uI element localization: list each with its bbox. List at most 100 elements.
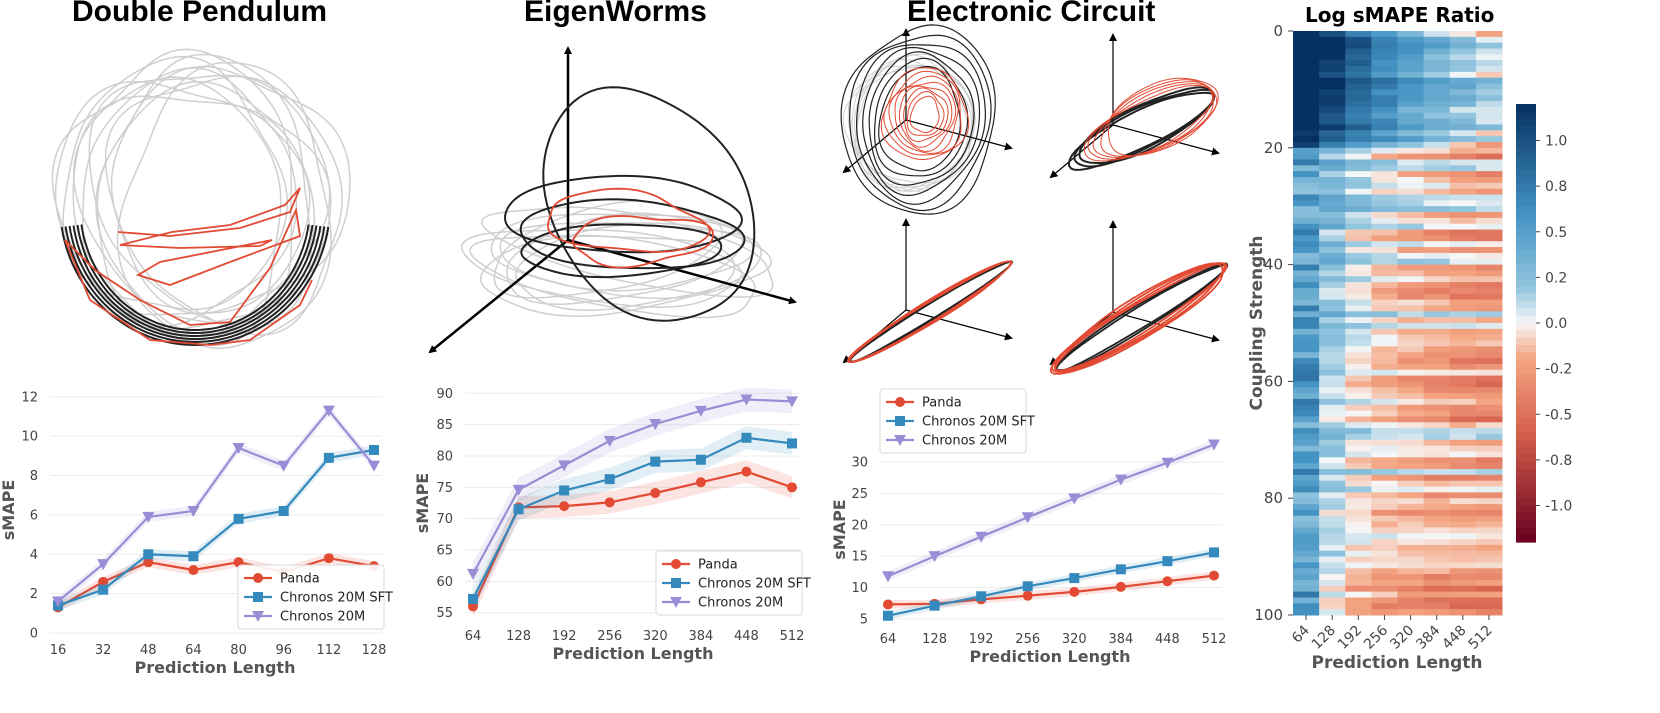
heatmap-cell (1345, 42, 1372, 50)
heatmap-cell (1293, 36, 1320, 44)
eigenworms-legend-label-2: Chronos 20M (698, 596, 783, 611)
colorbar-segment (1516, 162, 1536, 171)
colorbar-segment (1516, 534, 1536, 543)
heatmap-cell (1449, 136, 1477, 143)
heatmap-cell (1345, 591, 1372, 598)
heatmap-cell (1423, 544, 1451, 552)
heatmap-cell (1319, 83, 1346, 90)
heatmap-cell (1319, 270, 1346, 277)
circuit-y-tick-label: 15 (851, 550, 868, 565)
heatmap-cell (1423, 194, 1451, 201)
heatmap-cell (1371, 433, 1398, 441)
heatmap-cell (1319, 159, 1346, 166)
eigenworms-legend-marker-1 (671, 578, 681, 588)
pendulum-point-2 (52, 596, 64, 608)
heatmap-cell (1475, 130, 1503, 137)
eigenworms-legend-label-1: Chronos 20M SFT (698, 577, 811, 592)
pendulum-x-tick-label: 32 (95, 643, 112, 658)
heatmap-cell (1293, 433, 1320, 441)
circuit-y-axis-label: sMAPE (830, 499, 849, 559)
heatmap-x-tick-label: 384 (1413, 622, 1443, 652)
heatmap-cell (1293, 544, 1320, 552)
colorbar-segment (1516, 220, 1536, 229)
heatmap-cell (1423, 264, 1451, 271)
heatmap-cell (1397, 89, 1425, 96)
heatmap-cell (1293, 258, 1320, 266)
heatmap-cell (1423, 305, 1451, 312)
circuit-c-loop (848, 260, 1013, 363)
heatmap-cell (1345, 439, 1372, 447)
heatmap-cell (1475, 521, 1503, 528)
heatmap-cell (1371, 200, 1398, 207)
heatmap-cell (1475, 317, 1503, 324)
heatmap-cell (1371, 375, 1398, 382)
heatmap-cell (1293, 83, 1320, 90)
heatmap-cell (1449, 556, 1477, 563)
colorbar-segment (1516, 315, 1536, 324)
heatmap-cell (1423, 433, 1451, 441)
heatmap-cell (1345, 229, 1372, 236)
heatmap-cell (1475, 539, 1503, 546)
eigenworms-line-chart: 55 60 65 70 75 80 85 90 64 128 192 256 320 384 448 512 P… (413, 387, 811, 663)
eigenworms-band-1 (473, 426, 792, 611)
heatmap-cell (1475, 31, 1503, 38)
eigenworms-y-tick-label: 65 (436, 544, 453, 559)
heatmap-cell (1475, 597, 1503, 604)
eigenworms-point-0 (604, 497, 615, 508)
circuit-a-black-loop (862, 46, 981, 196)
heatmap-x-tick-label: 512 (1466, 623, 1496, 653)
heatmap-cell (1345, 276, 1372, 283)
colorbar-tick-label: -0.8 (1545, 453, 1572, 469)
eigenworms-series-line-2 (472, 398, 793, 575)
heatmap-cell (1293, 521, 1320, 528)
heatmap-cell (1319, 445, 1346, 452)
heatmap-cell (1475, 147, 1503, 155)
heatmap-cell (1475, 387, 1503, 394)
heatmap-cell (1319, 212, 1346, 219)
heatmap-cell (1449, 77, 1477, 85)
heatmap-cell (1319, 404, 1346, 412)
colorbar-segment (1516, 155, 1536, 163)
heatmap-cell (1371, 550, 1398, 558)
heatmap-cell (1345, 305, 1372, 312)
heatmap-cell (1449, 31, 1477, 38)
pendulum-y-tick-label: 12 (21, 390, 38, 405)
heatmap-cell (1345, 106, 1372, 114)
heatmap-cell (1293, 200, 1320, 207)
heatmap-cell (1449, 439, 1477, 447)
heatmap-cell (1397, 118, 1425, 125)
heatmap-cell (1449, 241, 1477, 248)
heatmap-cell (1475, 363, 1503, 371)
heatmap-cell (1293, 241, 1320, 248)
heatmap-cell (1319, 177, 1346, 184)
heatmap-cell (1319, 124, 1346, 131)
heatmap-cell (1423, 556, 1451, 563)
heatmap-cell (1423, 270, 1451, 277)
heatmap-cell (1475, 217, 1503, 225)
pendulum-black-arc (68, 225, 322, 341)
pendulum-gray-loop (88, 74, 331, 324)
heatmap-cell (1293, 428, 1320, 435)
heatmap-cell (1475, 66, 1503, 73)
circuit-a-red-loop (906, 90, 945, 136)
pendulum-point-2 (142, 511, 155, 523)
heatmap-cell (1397, 398, 1425, 406)
heatmap-y-tick-label: 0 (1273, 22, 1283, 40)
heatmap-cell (1397, 375, 1425, 382)
heatmap-cell (1397, 445, 1425, 452)
pendulum-band-2 (58, 405, 374, 607)
heatmap-cell (1319, 206, 1346, 213)
heatmap-cell (1345, 165, 1372, 172)
heatmap-cell (1293, 445, 1320, 452)
heatmap-cell (1475, 328, 1503, 336)
heatmap-cell (1449, 579, 1477, 587)
heatmap-cell (1293, 346, 1320, 353)
heatmap-cell (1345, 66, 1372, 73)
pendulum-legend-label-1: Chronos 20M SFT (280, 591, 393, 606)
heatmap-cell (1423, 346, 1451, 353)
heatmap-cell (1475, 603, 1503, 610)
heatmap-cell (1345, 451, 1372, 458)
eigenworms-point-0 (559, 501, 570, 512)
circuit-point-1 (1209, 547, 1219, 558)
heatmap-cell (1371, 486, 1398, 493)
